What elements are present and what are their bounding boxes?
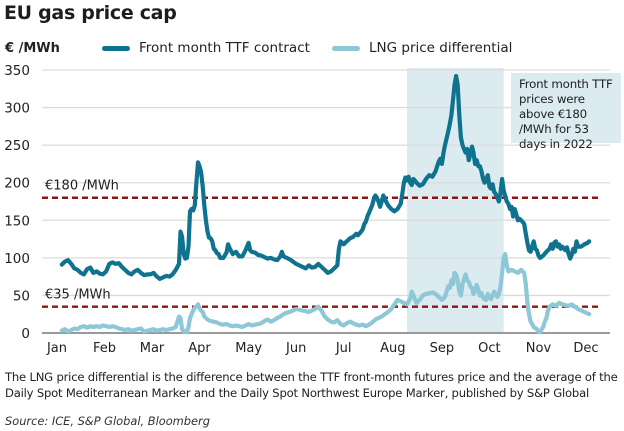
legend-swatch-ttf (102, 45, 130, 51)
x-tick-label: Feb (93, 341, 116, 356)
series-line-lng (59, 252, 592, 335)
y-tick-label: 350 (4, 63, 30, 79)
y-tick-label: 50 (13, 288, 30, 304)
y-tick-label: 100 (4, 251, 30, 267)
y-axis-unit-label: € /MWh (5, 41, 60, 56)
chart-source: Source: ICE, S&P Global, Bloomberg (5, 414, 210, 428)
y-tick-label: 150 (4, 213, 30, 229)
x-tick-label: Jun (285, 341, 306, 356)
highlight-region (407, 68, 504, 333)
cap-line-label: €35 /MWh (45, 288, 111, 303)
legend-label-ttf: Front month TTF contract (139, 40, 310, 56)
x-tick-label: Oct (478, 341, 500, 356)
chart-title: EU gas price cap (4, 2, 177, 24)
cap-line-label: €180 /MWh (45, 179, 119, 194)
x-tick-label: Nov (526, 341, 552, 356)
chart-footnote: The LNG price differential is the differ… (5, 370, 618, 400)
x-tick-label: Apr (188, 341, 211, 356)
legend-swatch-lng (332, 45, 360, 51)
x-tick-label: May (235, 341, 262, 356)
x-tick-label: Jul (335, 341, 352, 356)
x-tick-label: Jan (46, 341, 67, 356)
x-tick-label: Aug (380, 341, 405, 356)
y-tick-label: 250 (4, 138, 30, 154)
series-line-ttf (59, 73, 592, 281)
x-tick-label: Dec (573, 341, 598, 356)
legend-item-ttf: Front month TTF contract (102, 40, 310, 56)
y-tick-label: 200 (4, 176, 30, 192)
y-tick-label: 300 (4, 101, 30, 117)
x-tick-label: Mar (140, 341, 165, 356)
legend-label-lng: LNG price differential (369, 40, 513, 56)
y-tick-label: 0 (21, 326, 30, 342)
x-tick-label: Sep (430, 341, 455, 356)
annotation-box: Front month TTF prices were above €180 /… (511, 73, 621, 151)
legend-item-lng: LNG price differential (332, 40, 512, 56)
